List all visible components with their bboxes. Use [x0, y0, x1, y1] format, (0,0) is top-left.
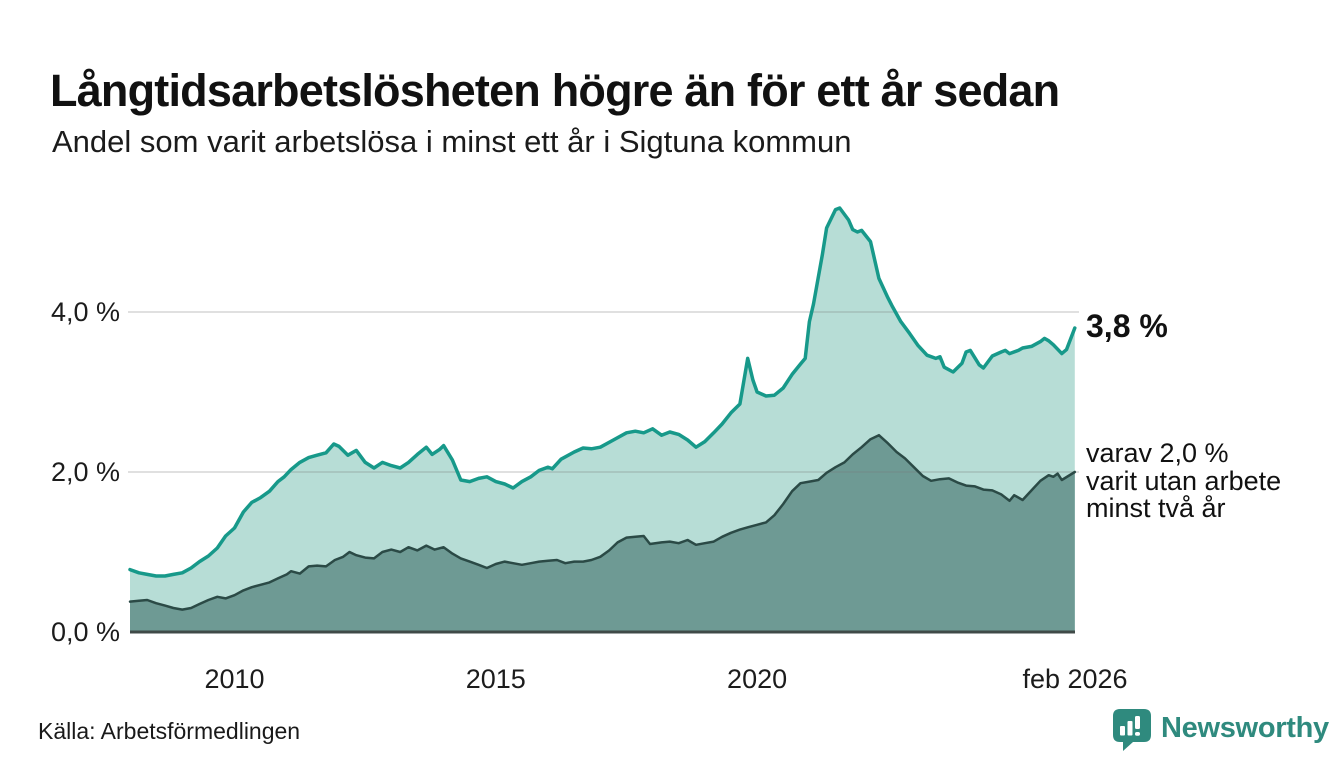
newsworthy-logo: Newsworthy [1112, 708, 1329, 752]
y-tick-label: 2,0 % [51, 457, 120, 487]
y-tick-label: 4,0 % [51, 297, 120, 327]
chart-subtitle: Andel som varit arbetslösa i minst ett å… [52, 124, 852, 159]
x-tick-label: 2010 [204, 664, 264, 694]
bar-chart-speech-bubble-icon [1113, 709, 1151, 751]
x-tick-label: feb 2026 [1022, 664, 1127, 694]
secondary-value-line: varav 2,0 % [1086, 438, 1229, 468]
series-line-minst-ett-ar [128, 206, 1077, 578]
secondary-value-line: varit utan arbete [1086, 465, 1282, 496]
series-area-minst-tva-ar [130, 435, 1075, 632]
series-line-minst-tva-ar [128, 433, 1077, 611]
x-tick-label: 2015 [466, 664, 526, 694]
y-tick-label: 0,0 % [51, 617, 120, 647]
secondary-value-label: varav 2,0 % varit utan arbete minst två … [1086, 438, 1282, 523]
x-tick-label: 2020 [727, 664, 787, 694]
newsworthy-wordmark: Newsworthy [1161, 712, 1329, 744]
latest-value-label: 3,8 % [1086, 308, 1168, 344]
source-label: Källa: Arbetsförmedlingen [38, 718, 301, 744]
secondary-value-line: minst två år [1086, 493, 1226, 523]
page-title: Långtidsarbetslösheten högre än för ett … [50, 65, 1060, 117]
